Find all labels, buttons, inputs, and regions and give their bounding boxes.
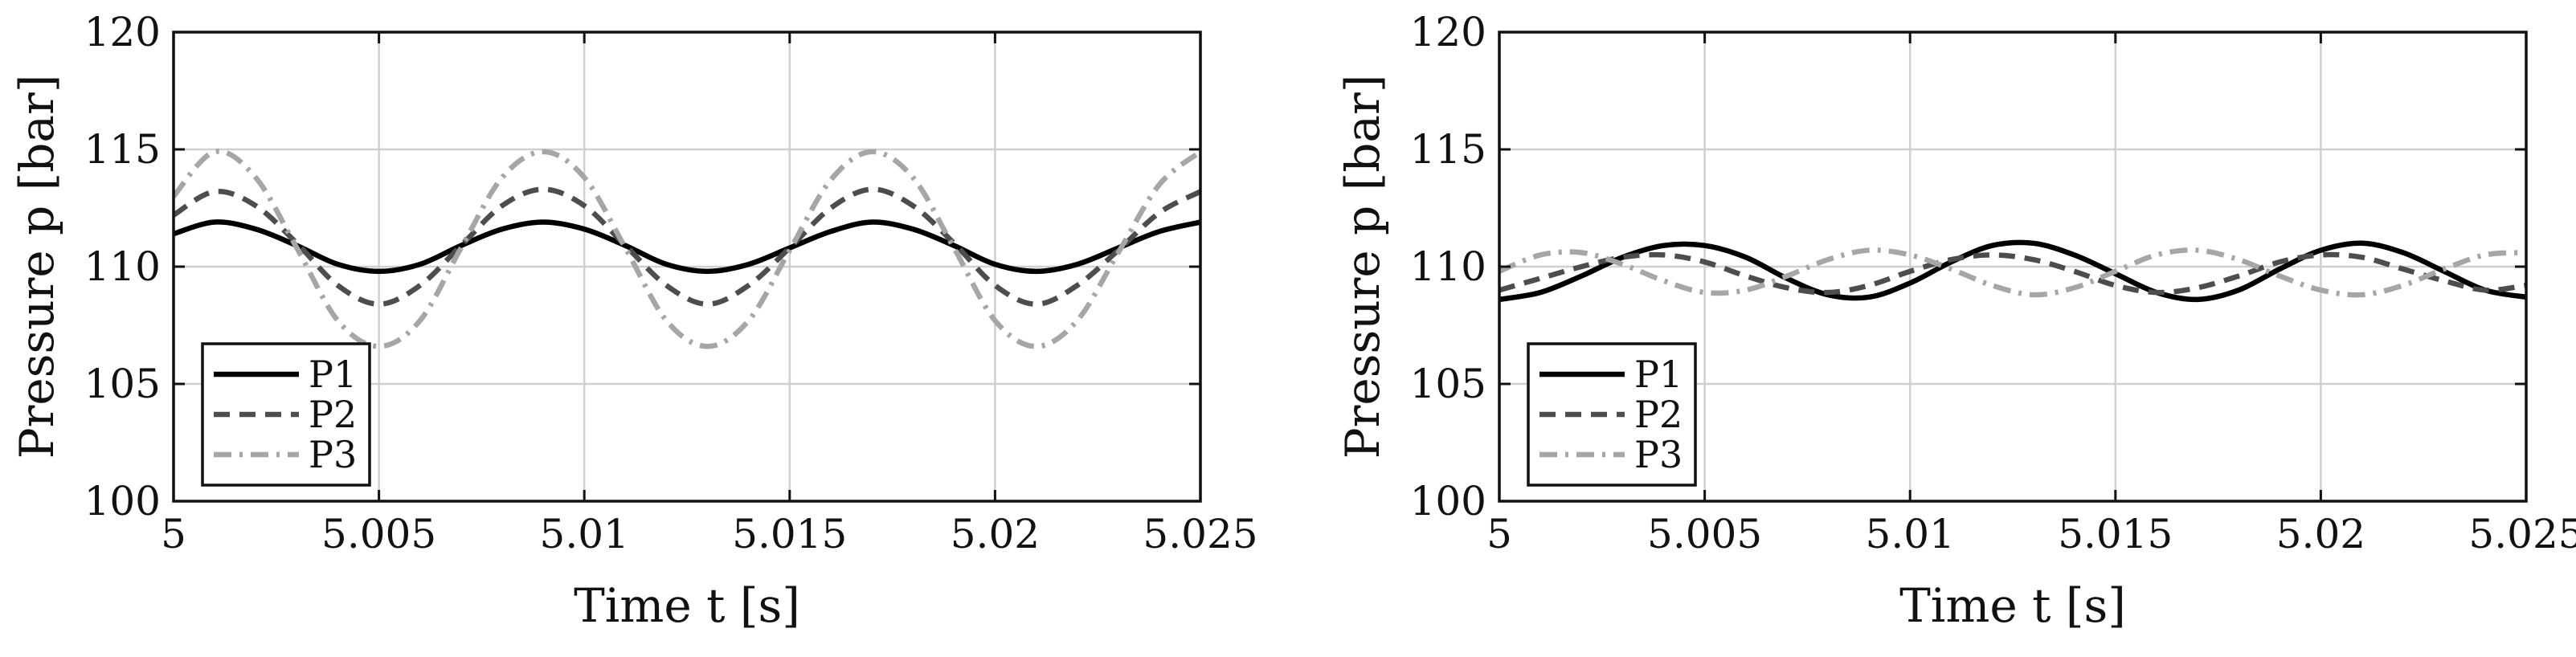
x-tick-label: 5.02 <box>2276 511 2365 557</box>
legend-box <box>201 342 371 487</box>
legend-label-p2: P2 <box>1634 393 1683 436</box>
x-axis-label: Time t [s] <box>1899 578 2126 633</box>
legend-label-p3: P3 <box>1634 433 1683 476</box>
x-tick-label: 5.005 <box>1647 511 1762 557</box>
legend-label-p1: P1 <box>309 353 357 396</box>
series-line-p3 <box>1498 247 2527 298</box>
x-tick-label: 5.01 <box>540 511 629 557</box>
x-tick-label: 5.025 <box>2468 511 2576 557</box>
y-tick-label: 110 <box>84 243 161 290</box>
x-tick-label: 5 <box>1486 511 1512 557</box>
x-tick-label: 5.015 <box>732 511 847 557</box>
y-tick-label: 110 <box>1410 243 1486 290</box>
legend-label-p2: P2 <box>309 393 357 436</box>
y-tick-label: 100 <box>84 478 161 524</box>
y-tick-label: 120 <box>1410 9 1486 55</box>
x-axis-label: Time t [s] <box>574 578 800 633</box>
y-tick-label: 115 <box>84 126 161 173</box>
legend-box <box>1527 342 1697 487</box>
x-tick-label: 5.025 <box>1143 511 1257 557</box>
chart-panel-2: 5 5.005 5.01 5.015 5.02 5.025 100 105 110 115 120 T… <box>1335 9 2576 633</box>
y-axis-label: Pressure p [bar] <box>10 75 64 459</box>
legend-label-p1: P1 <box>1634 353 1683 396</box>
y-tick-label: 120 <box>84 9 161 55</box>
series-line-p3 <box>171 149 1203 349</box>
x-tick-label: 5.02 <box>951 511 1040 557</box>
y-axis-label: Pressure p [bar] <box>1335 75 1390 459</box>
x-tick-label: 5.01 <box>1866 511 1955 557</box>
y-tick-label: 105 <box>1410 361 1486 407</box>
y-tick-label: 115 <box>1410 126 1486 173</box>
y-tick-label: 100 <box>1410 478 1486 524</box>
legend-label-p3: P3 <box>309 433 357 476</box>
series-line-p2 <box>172 186 1202 307</box>
series-line-p1 <box>1499 239 2527 303</box>
series-line-p2 <box>1499 251 2527 296</box>
x-tick-label: 5.005 <box>321 511 436 557</box>
series-line-p1 <box>173 219 1201 275</box>
y-tick-label: 105 <box>84 361 161 407</box>
chart-panel-1: 5 5.005 5.01 5.015 5.02 5.025 100 105 110 115 120 T… <box>10 9 1258 633</box>
x-tick-label: 5 <box>161 511 186 557</box>
x-tick-label: 5.015 <box>2058 511 2173 557</box>
